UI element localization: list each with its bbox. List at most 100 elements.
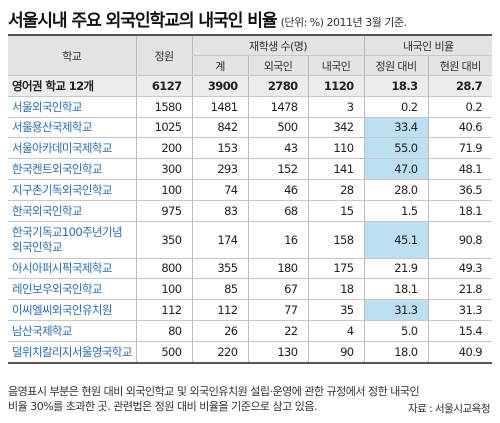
vs-quota-cell: 18.1 xyxy=(363,278,428,301)
header-domestic: 내국인 xyxy=(307,55,364,76)
quota-cell: 6127 xyxy=(135,75,192,97)
table-row: 지구촌기독외국인학교 100 74 46 28 28.0 36.5 xyxy=(8,179,492,201)
table-row: 한국외국인학교 975 83 68 15 1.5 18.1 xyxy=(8,200,492,222)
domestic-cell: 35 xyxy=(307,299,364,321)
vs-quota-cell: 5.0 xyxy=(363,320,428,342)
table-row: 서울용산국제학교 1025 842 500 342 33.4 40.6 xyxy=(8,117,492,139)
domestic-cell: 1120 xyxy=(307,75,364,97)
domestic-cell: 28 xyxy=(307,179,364,201)
vs-current-cell: 28.7 xyxy=(427,75,492,97)
table-row: 남산국제학교 80 26 22 4 5.0 15.4 xyxy=(8,320,492,342)
quota-cell: 975 xyxy=(135,200,192,222)
quota-cell: 112 xyxy=(135,299,192,321)
page-subtitle: (단위: %) 2011년 3월 기준. xyxy=(280,16,407,29)
domestic-cell: 18 xyxy=(307,278,364,301)
vs-quota-cell-highlighted: 31.3 xyxy=(363,299,428,321)
ratio-table: 학교 정원 재학생 수(명) 내국인 비율 계 외국인 내국인 정원 대비 현원… xyxy=(8,34,492,364)
foreign-cell: 22 xyxy=(247,320,308,342)
foreign-cell: 67 xyxy=(247,278,308,301)
foreign-cell: 180 xyxy=(247,258,308,280)
foreign-cell: 130 xyxy=(247,341,308,364)
domestic-cell: 158 xyxy=(307,221,364,259)
vs-quota-cell: 28.0 xyxy=(363,179,428,201)
vs-current-cell: 49.3 xyxy=(427,258,492,280)
total-cell: 26 xyxy=(191,320,248,342)
table-row: 한국기독교100주년기념 외국인학교 350 174 16 158 45.1 9… xyxy=(8,221,492,259)
school-name: 서울아카데미국제학교 xyxy=(8,137,136,160)
vs-current-cell: 21.8 xyxy=(427,278,492,301)
table-row: 이씨엘씨외국인유치원 112 112 77 35 31.3 31.3 xyxy=(8,299,492,321)
school-name: 서울외국인학교 xyxy=(8,96,136,118)
header-enrolled-group: 재학생 수(명) xyxy=(191,35,364,56)
quota-cell: 800 xyxy=(135,258,192,280)
school-name-line2: 외국인학교 xyxy=(12,239,63,254)
quota-cell: 100 xyxy=(135,278,192,301)
foreign-cell: 2780 xyxy=(247,75,308,97)
vs-quota-cell-highlighted: 55.0 xyxy=(363,137,428,160)
foreign-cell: 500 xyxy=(247,117,308,139)
school-name: 남산국제학교 xyxy=(8,320,136,342)
quota-cell: 350 xyxy=(135,221,192,259)
table-row-total: 영어권 학교 12개 6127 3900 2780 1120 18.3 28.7 xyxy=(8,75,492,97)
vs-current-cell: 31.3 xyxy=(427,299,492,321)
school-name: 한국켄트외국인학교 xyxy=(8,158,136,180)
school-name: 레인보우외국인학교 xyxy=(8,278,136,301)
school-name: 영어권 학교 12개 xyxy=(8,75,136,97)
header-vs-quota: 정원 대비 xyxy=(363,55,428,76)
quota-cell: 80 xyxy=(135,320,192,342)
table-row: 아시아퍼시픽국제학교 800 355 180 175 21.9 49.3 xyxy=(8,258,492,280)
title-row: 서울시내 주요 외국인학교의 내국인 비율 (단위: %) 2011년 3월 기준… xyxy=(8,6,494,32)
source-credit: 자료 : 서울시교육청 xyxy=(408,403,491,415)
vs-quota-cell: 18.0 xyxy=(363,341,428,364)
total-cell: 293 xyxy=(191,158,248,180)
vs-current-cell: 0.2 xyxy=(427,96,492,118)
school-name: 이씨엘씨외국인유치원 xyxy=(8,299,136,321)
foreign-cell: 43 xyxy=(247,137,308,160)
school-name: 아시아퍼시픽국제학교 xyxy=(8,258,136,280)
header-vs-current: 현원 대비 xyxy=(427,55,492,76)
vs-current-cell: 40.6 xyxy=(427,117,492,139)
vs-current-cell: 48.1 xyxy=(427,158,492,180)
domestic-cell: 141 xyxy=(307,158,364,180)
total-cell: 355 xyxy=(191,258,248,280)
school-name-line1: 한국기독교100주년기념 xyxy=(12,224,123,239)
total-cell: 74 xyxy=(191,179,248,201)
foreign-cell: 46 xyxy=(247,179,308,201)
vs-current-cell: 90.8 xyxy=(427,221,492,259)
vs-current-cell: 18.1 xyxy=(427,200,492,222)
total-cell: 174 xyxy=(191,221,248,259)
domestic-cell: 342 xyxy=(307,117,364,139)
footnote: 음영표시 부분은 현원 대비 외국인학교 및 외국인유치원 설립·운영에 관한 … xyxy=(8,384,492,414)
vs-current-cell: 36.5 xyxy=(427,179,492,201)
vs-current-cell: 15.4 xyxy=(427,320,492,342)
vs-quota-cell: 0.2 xyxy=(363,96,428,118)
quota-cell: 300 xyxy=(135,158,192,180)
vs-quota-cell: 18.3 xyxy=(363,75,428,97)
foreign-cell: 77 xyxy=(247,299,308,321)
quota-cell: 200 xyxy=(135,137,192,160)
vs-quota-cell-highlighted: 47.0 xyxy=(363,158,428,180)
quota-cell: 100 xyxy=(135,179,192,201)
total-cell: 153 xyxy=(191,137,248,160)
foreign-cell: 68 xyxy=(247,200,308,222)
vs-current-cell: 71.9 xyxy=(427,137,492,160)
table-row: 서울아카데미국제학교 200 153 43 110 55.0 71.9 xyxy=(8,137,492,160)
header-quota: 정원 xyxy=(135,35,192,76)
table-row: 서울외국인학교 1580 1481 1478 3 0.2 0.2 xyxy=(8,96,492,118)
domestic-cell: 4 xyxy=(307,320,364,342)
page-title: 서울시내 주요 외국인학교의 내국인 비율 xyxy=(8,11,278,31)
vs-quota-cell: 1.5 xyxy=(363,200,428,222)
quota-cell: 500 xyxy=(135,341,192,364)
domestic-cell: 3 xyxy=(307,96,364,118)
domestic-cell: 110 xyxy=(307,137,364,160)
table-row: 덜위치칼리지서울영국학교 500 220 130 90 18.0 40.9 xyxy=(8,341,492,364)
school-name: 한국기독교100주년기념 외국인학교 xyxy=(8,221,136,259)
table-row: 레인보우외국인학교 100 85 67 18 18.1 21.8 xyxy=(8,278,492,301)
footnote-line2: 비율 30%를 초과한 곳. 관련법은 정원 대비 비율을 기준으로 삼고 있음… xyxy=(8,400,318,413)
foreign-cell: 16 xyxy=(247,221,308,259)
total-cell: 220 xyxy=(191,341,248,364)
vs-current-cell: 40.9 xyxy=(427,341,492,364)
domestic-cell: 90 xyxy=(307,341,364,364)
school-name: 지구촌기독외국인학교 xyxy=(8,179,136,201)
